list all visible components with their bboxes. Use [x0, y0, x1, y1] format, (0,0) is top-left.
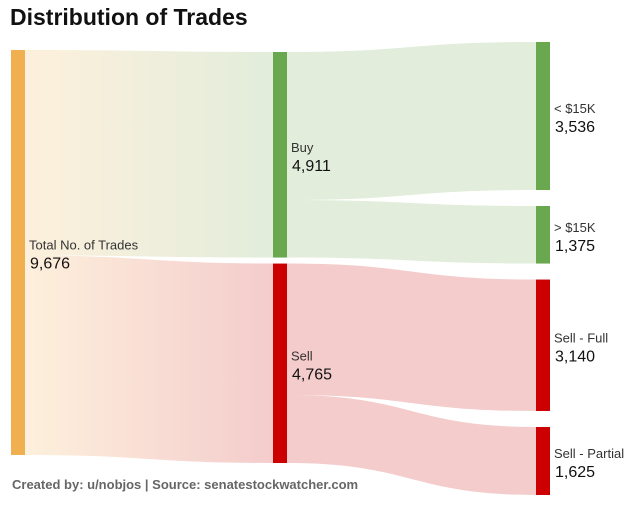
node-buy [273, 52, 287, 258]
node-label-gt15: > $15K [554, 220, 596, 235]
link-buy-to-lt15 [287, 42, 536, 201]
node-gt15 [536, 206, 550, 264]
node-sellpartial [536, 426, 550, 495]
node-label-buy: Buy [291, 140, 314, 155]
link-sell-to-sellpartial [287, 394, 536, 495]
node-label-sell: Sell [291, 348, 313, 363]
node-label-lt15: < $15K [554, 101, 596, 116]
link-total-to-buy [25, 50, 273, 258]
node-total [11, 50, 25, 455]
node-value-buy: 4,911 [292, 158, 331, 175]
node-label-sellfull: Sell - Full [554, 330, 608, 345]
node-value-lt15: 3,536 [555, 119, 595, 136]
node-value-total: 9,676 [30, 256, 70, 273]
node-label-sellpartial: Sell - Partial [554, 446, 624, 461]
link-buy-to-gt15 [287, 200, 536, 264]
node-lt15 [536, 42, 550, 191]
node-value-sellfull: 3,140 [555, 348, 595, 365]
node-sell [273, 263, 287, 463]
link-sell-to-sellfull [287, 263, 536, 411]
node-label-total: Total No. of Trades [29, 238, 139, 253]
link-total-to-sell [25, 255, 273, 463]
chart-title: Distribution of Trades [10, 4, 248, 30]
node-value-sellpartial: 1,625 [555, 464, 595, 481]
node-value-sell: 4,765 [292, 366, 332, 383]
chart-footer: Created by: u/nobjos | Source: senatesto… [12, 477, 359, 492]
node-value-gt15: 1,375 [555, 238, 595, 255]
node-sellfull [536, 279, 550, 411]
